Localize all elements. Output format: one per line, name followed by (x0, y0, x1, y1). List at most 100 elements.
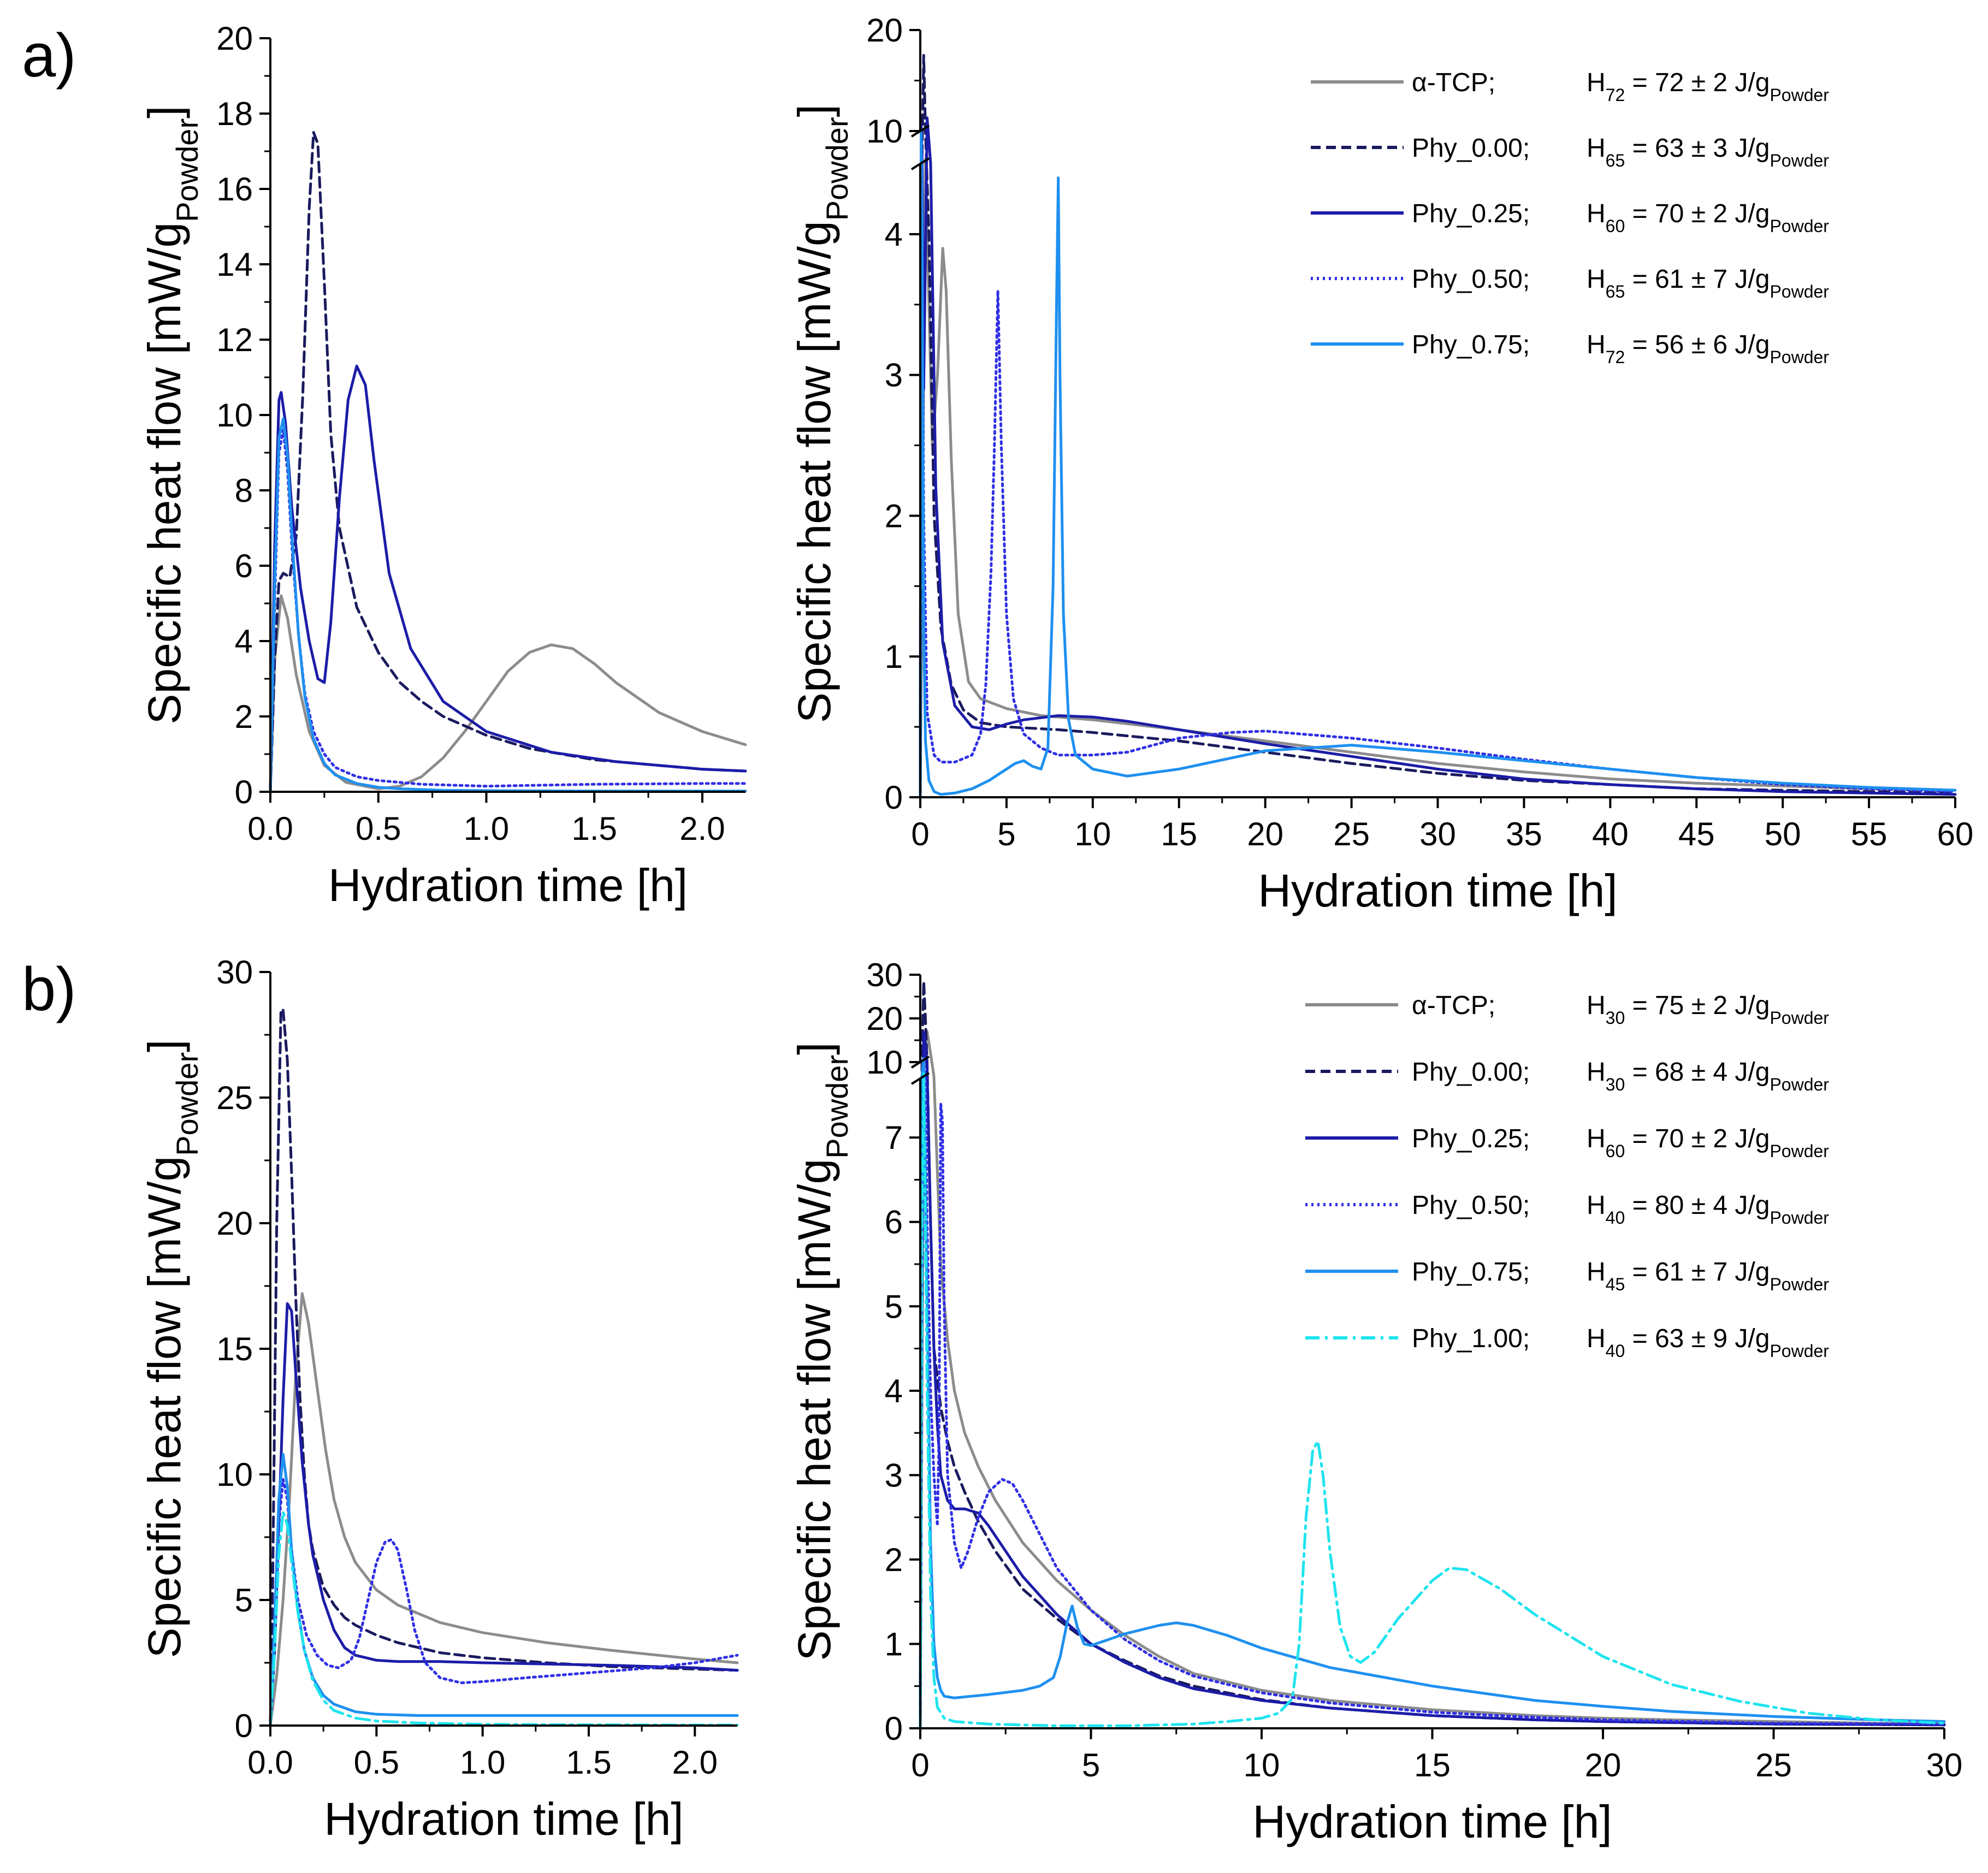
y-tick-label: 8 (235, 472, 253, 509)
legend-value: = 56 ± 6 J/g (1625, 330, 1770, 359)
y-tick-label: 10 (216, 1456, 253, 1493)
legend-h-sub: 60 (1606, 1141, 1625, 1161)
legend-unit: Powder (1770, 1208, 1829, 1228)
y-tick-label: 15 (216, 1331, 253, 1367)
legend-label: Phy_0.00; (1412, 1058, 1530, 1087)
x-tick-label: 55 (1851, 816, 1888, 852)
legend-h: H (1587, 1191, 1606, 1220)
legend-unit: Powder (1770, 1275, 1829, 1294)
legend-h-sub: 65 (1606, 151, 1625, 170)
x-tick-label: 1.5 (566, 1744, 611, 1781)
y-tick-label: 0 (235, 774, 253, 810)
legend-unit: Powder (1770, 1008, 1829, 1028)
x-tick-label: 45 (1678, 816, 1715, 852)
y-axis-label-main: Specific heat flow [mW/g (789, 221, 840, 723)
series-line-Phy_0.50 (919, 132, 1957, 799)
y-tick-label: 5 (235, 1582, 253, 1619)
legend-enthalpy: H45 = 61 ± 7 J/gPowder (1587, 1258, 1829, 1294)
legend-value: = 61 ± 7 J/g (1625, 1258, 1770, 1287)
series-line-Phy_0.75 (269, 417, 747, 793)
legend-enthalpy: H65 = 61 ± 7 J/gPowder (1587, 265, 1829, 301)
y-tick-label: 10 (866, 113, 903, 150)
legend-h-sub: 65 (1606, 282, 1625, 301)
legend-enthalpy: H60 = 70 ± 2 J/gPowder (1587, 1124, 1829, 1161)
y-tick-label: 6 (235, 548, 253, 584)
legend-enthalpy: H30 = 68 ± 4 J/gPowder (1587, 1058, 1829, 1094)
x-tick-label: 10 (1244, 1747, 1280, 1783)
y-axis-label: Specific heat flow [mW/gPowder] (789, 104, 854, 723)
legend-h: H (1587, 991, 1606, 1020)
x-tick-label: 2.0 (672, 1744, 718, 1781)
legend-enthalpy: H60 = 70 ± 2 J/gPowder (1587, 199, 1829, 236)
y-axis-label-end: ] (139, 106, 190, 118)
legend-value: = 70 ± 2 J/g (1625, 199, 1770, 228)
y-tick-label: 3 (885, 1457, 903, 1493)
series-line-α-TCP (919, 158, 1957, 799)
legend-enthalpy: H72 = 56 ± 6 J/gPowder (1587, 330, 1829, 367)
legend-h: H (1587, 1324, 1606, 1353)
y-tick-label: 25 (216, 1080, 253, 1116)
legend-h: H (1587, 134, 1606, 163)
y-axis-label-end: ] (139, 1040, 190, 1052)
y-tick-label: 4 (235, 623, 253, 660)
legend-enthalpy: H65 = 63 ± 3 J/gPowder (1587, 134, 1829, 170)
y-tick-label: 0 (235, 1708, 253, 1744)
x-tick-label: 0.0 (247, 1744, 293, 1781)
series-line-Phy_0.75 (919, 130, 1957, 799)
legend-h-sub: 60 (1606, 216, 1625, 236)
y-tick-label: 10 (216, 397, 253, 434)
x-axis-label: Hydration time [h] (324, 1793, 683, 1845)
x-tick-label: 25 (1333, 816, 1370, 852)
y-tick-label: 2 (885, 1542, 903, 1578)
series-line-Phy_0.00 (269, 1008, 739, 1727)
legend-label: Phy_0.25; (1412, 1124, 1530, 1153)
y-tick-label: 10 (866, 1044, 903, 1081)
y-axis-label: Specific heat flow [mW/gPowder] (789, 1042, 854, 1661)
y-tick-label: 0 (885, 779, 903, 816)
x-tick-label: 0.5 (354, 1744, 399, 1781)
y-axis-label-sub: Powder (170, 1052, 204, 1156)
x-tick-label: 1.5 (571, 810, 617, 847)
legend-value: = 61 ± 7 J/g (1625, 265, 1770, 294)
x-tick-label: 0 (911, 816, 929, 852)
series-line-Phy_0.25 (269, 1302, 739, 1727)
x-tick-label: 15 (1414, 1747, 1451, 1783)
x-tick-label: 25 (1755, 1747, 1792, 1783)
x-tick-label: 35 (1506, 816, 1542, 852)
legend-h-sub: 72 (1606, 347, 1625, 367)
y-axis-label: Specific heat flow [mW/gPowder] (139, 1040, 204, 1658)
y-tick-label: 30 (216, 954, 253, 991)
legend-value: = 63 ± 3 J/g (1625, 134, 1770, 163)
legend-h: H (1587, 68, 1606, 97)
legend-unit: Powder (1770, 216, 1829, 236)
y-tick-label: 2 (235, 698, 253, 735)
legend-unit: Powder (1770, 151, 1829, 170)
y-tick-label: 7 (885, 1119, 903, 1156)
x-tick-label: 10 (1074, 816, 1111, 852)
legend-unit: Powder (1770, 1141, 1829, 1161)
legend-value: = 72 ± 2 J/g (1625, 68, 1770, 97)
legend-h-sub: 30 (1606, 1075, 1625, 1094)
legend-label: Phy_0.75; (1412, 330, 1530, 359)
y-tick-label: 4 (885, 1373, 903, 1409)
x-axis-label: Hydration time [h] (1252, 1796, 1612, 1847)
legend-unit: Powder (1770, 1341, 1829, 1361)
legend-label: α-TCP; (1412, 68, 1495, 97)
legend-h-sub: 72 (1606, 85, 1625, 105)
x-tick-label: 0 (911, 1747, 929, 1783)
x-tick-label: 0.0 (247, 810, 293, 847)
series-line-Phy_0.00 (269, 131, 747, 793)
x-tick-label: 20 (1247, 816, 1283, 852)
legend-h: H (1587, 265, 1606, 294)
y-tick-label: 5 (885, 1288, 903, 1325)
y-axis-label-end: ] (789, 104, 840, 117)
x-axis-label: Hydration time [h] (1258, 865, 1617, 916)
x-tick-label: 2.0 (679, 810, 725, 847)
y-tick-label: 1 (885, 1626, 903, 1662)
legend-value: = 70 ± 2 J/g (1625, 1124, 1770, 1153)
series-group (269, 131, 747, 793)
series-group (919, 980, 1946, 1730)
